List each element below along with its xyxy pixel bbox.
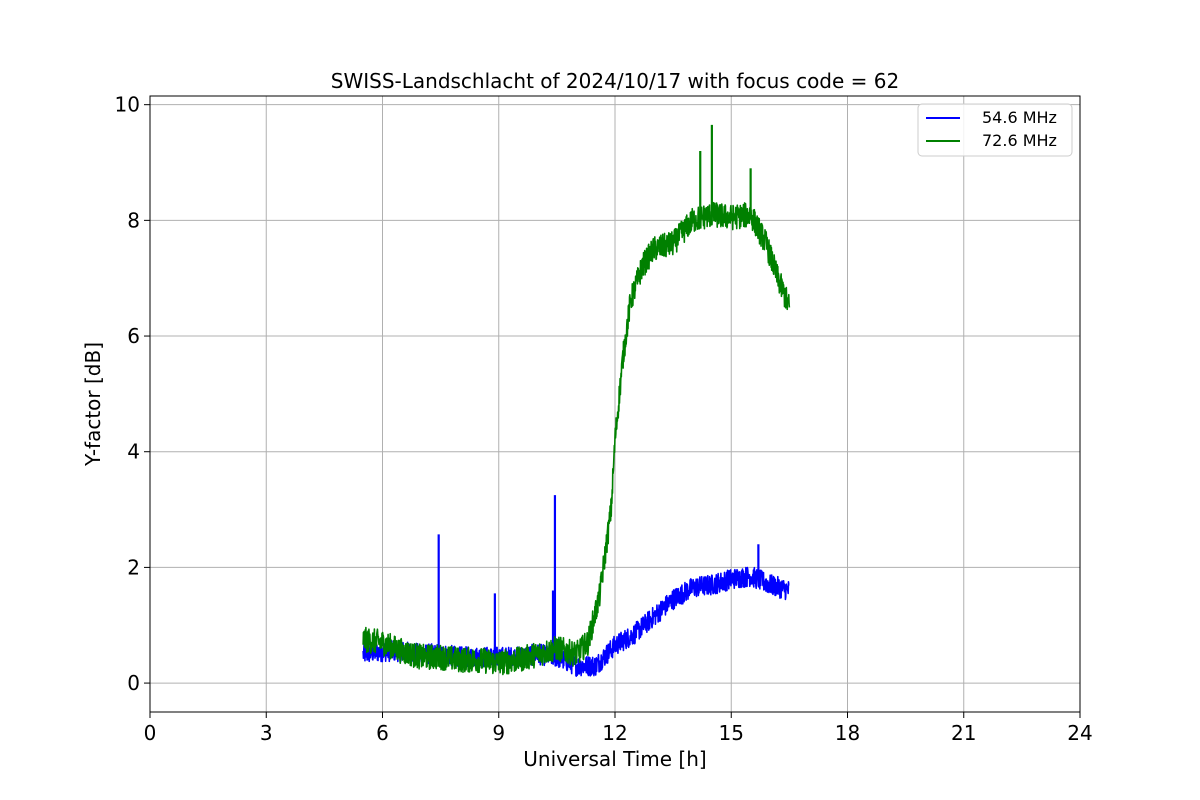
y-tick-label: 2 — [127, 555, 140, 579]
legend: 54.6 MHz 72.6 MHz — [917, 103, 1073, 157]
x-tick-label: 9 — [492, 721, 505, 745]
x-tick-label: 15 — [719, 721, 744, 745]
y-tick-label: 8 — [127, 208, 140, 232]
x-tick-label: 12 — [602, 721, 627, 745]
x-tick-label: 18 — [835, 721, 860, 745]
x-tick-label: 6 — [376, 721, 389, 745]
series-layer — [362, 124, 791, 677]
y-tick-label: 4 — [127, 440, 140, 464]
y-tick-label: 10 — [115, 93, 140, 117]
x-tick-label: 24 — [1067, 721, 1092, 745]
x-axis-label: Universal Time [h] — [523, 747, 706, 771]
y-tick-label: 6 — [127, 324, 140, 348]
chart-title: SWISS-Landschlacht of 2024/10/17 with fo… — [331, 69, 899, 93]
series-line-72-6-mhz — [362, 201, 791, 676]
x-tick-label: 0 — [144, 721, 157, 745]
legend-label-72-6-mhz: 72.6 MHz — [982, 131, 1057, 150]
x-tick-label: 3 — [260, 721, 273, 745]
x-tick-label: 21 — [951, 721, 976, 745]
y-tick-label: 0 — [127, 671, 140, 695]
legend-label-54-6-mhz: 54.6 MHz — [982, 108, 1057, 127]
y-axis-label: Y-factor [dB] — [81, 342, 105, 467]
